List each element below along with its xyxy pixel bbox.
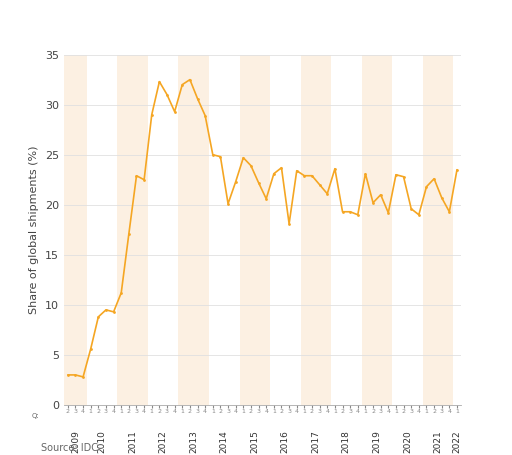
Text: 2021: 2021 xyxy=(433,430,442,453)
Bar xyxy=(117,55,148,405)
Text: Source: IDC: Source: IDC xyxy=(41,443,98,453)
Text: Q:: Q: xyxy=(31,413,39,420)
Text: 2009: 2009 xyxy=(71,430,80,453)
Bar xyxy=(361,55,392,405)
Text: 2016: 2016 xyxy=(281,430,290,453)
Bar xyxy=(64,55,87,405)
Bar xyxy=(422,55,453,405)
Text: 2011: 2011 xyxy=(128,430,137,453)
Text: 2017: 2017 xyxy=(311,430,321,453)
Text: 2019: 2019 xyxy=(372,430,381,453)
Text: 2010: 2010 xyxy=(98,430,106,453)
Bar xyxy=(301,55,331,405)
Text: 2022: 2022 xyxy=(453,430,461,453)
Bar xyxy=(179,55,209,405)
Text: 2018: 2018 xyxy=(342,430,351,453)
Text: 2020: 2020 xyxy=(403,430,412,453)
Text: 2013: 2013 xyxy=(189,430,198,453)
Text: 2012: 2012 xyxy=(159,430,168,453)
Text: 2014: 2014 xyxy=(220,430,229,453)
Y-axis label: Share of global shipments (%): Share of global shipments (%) xyxy=(30,146,39,314)
Text: 2015: 2015 xyxy=(250,430,259,453)
Bar xyxy=(240,55,270,405)
